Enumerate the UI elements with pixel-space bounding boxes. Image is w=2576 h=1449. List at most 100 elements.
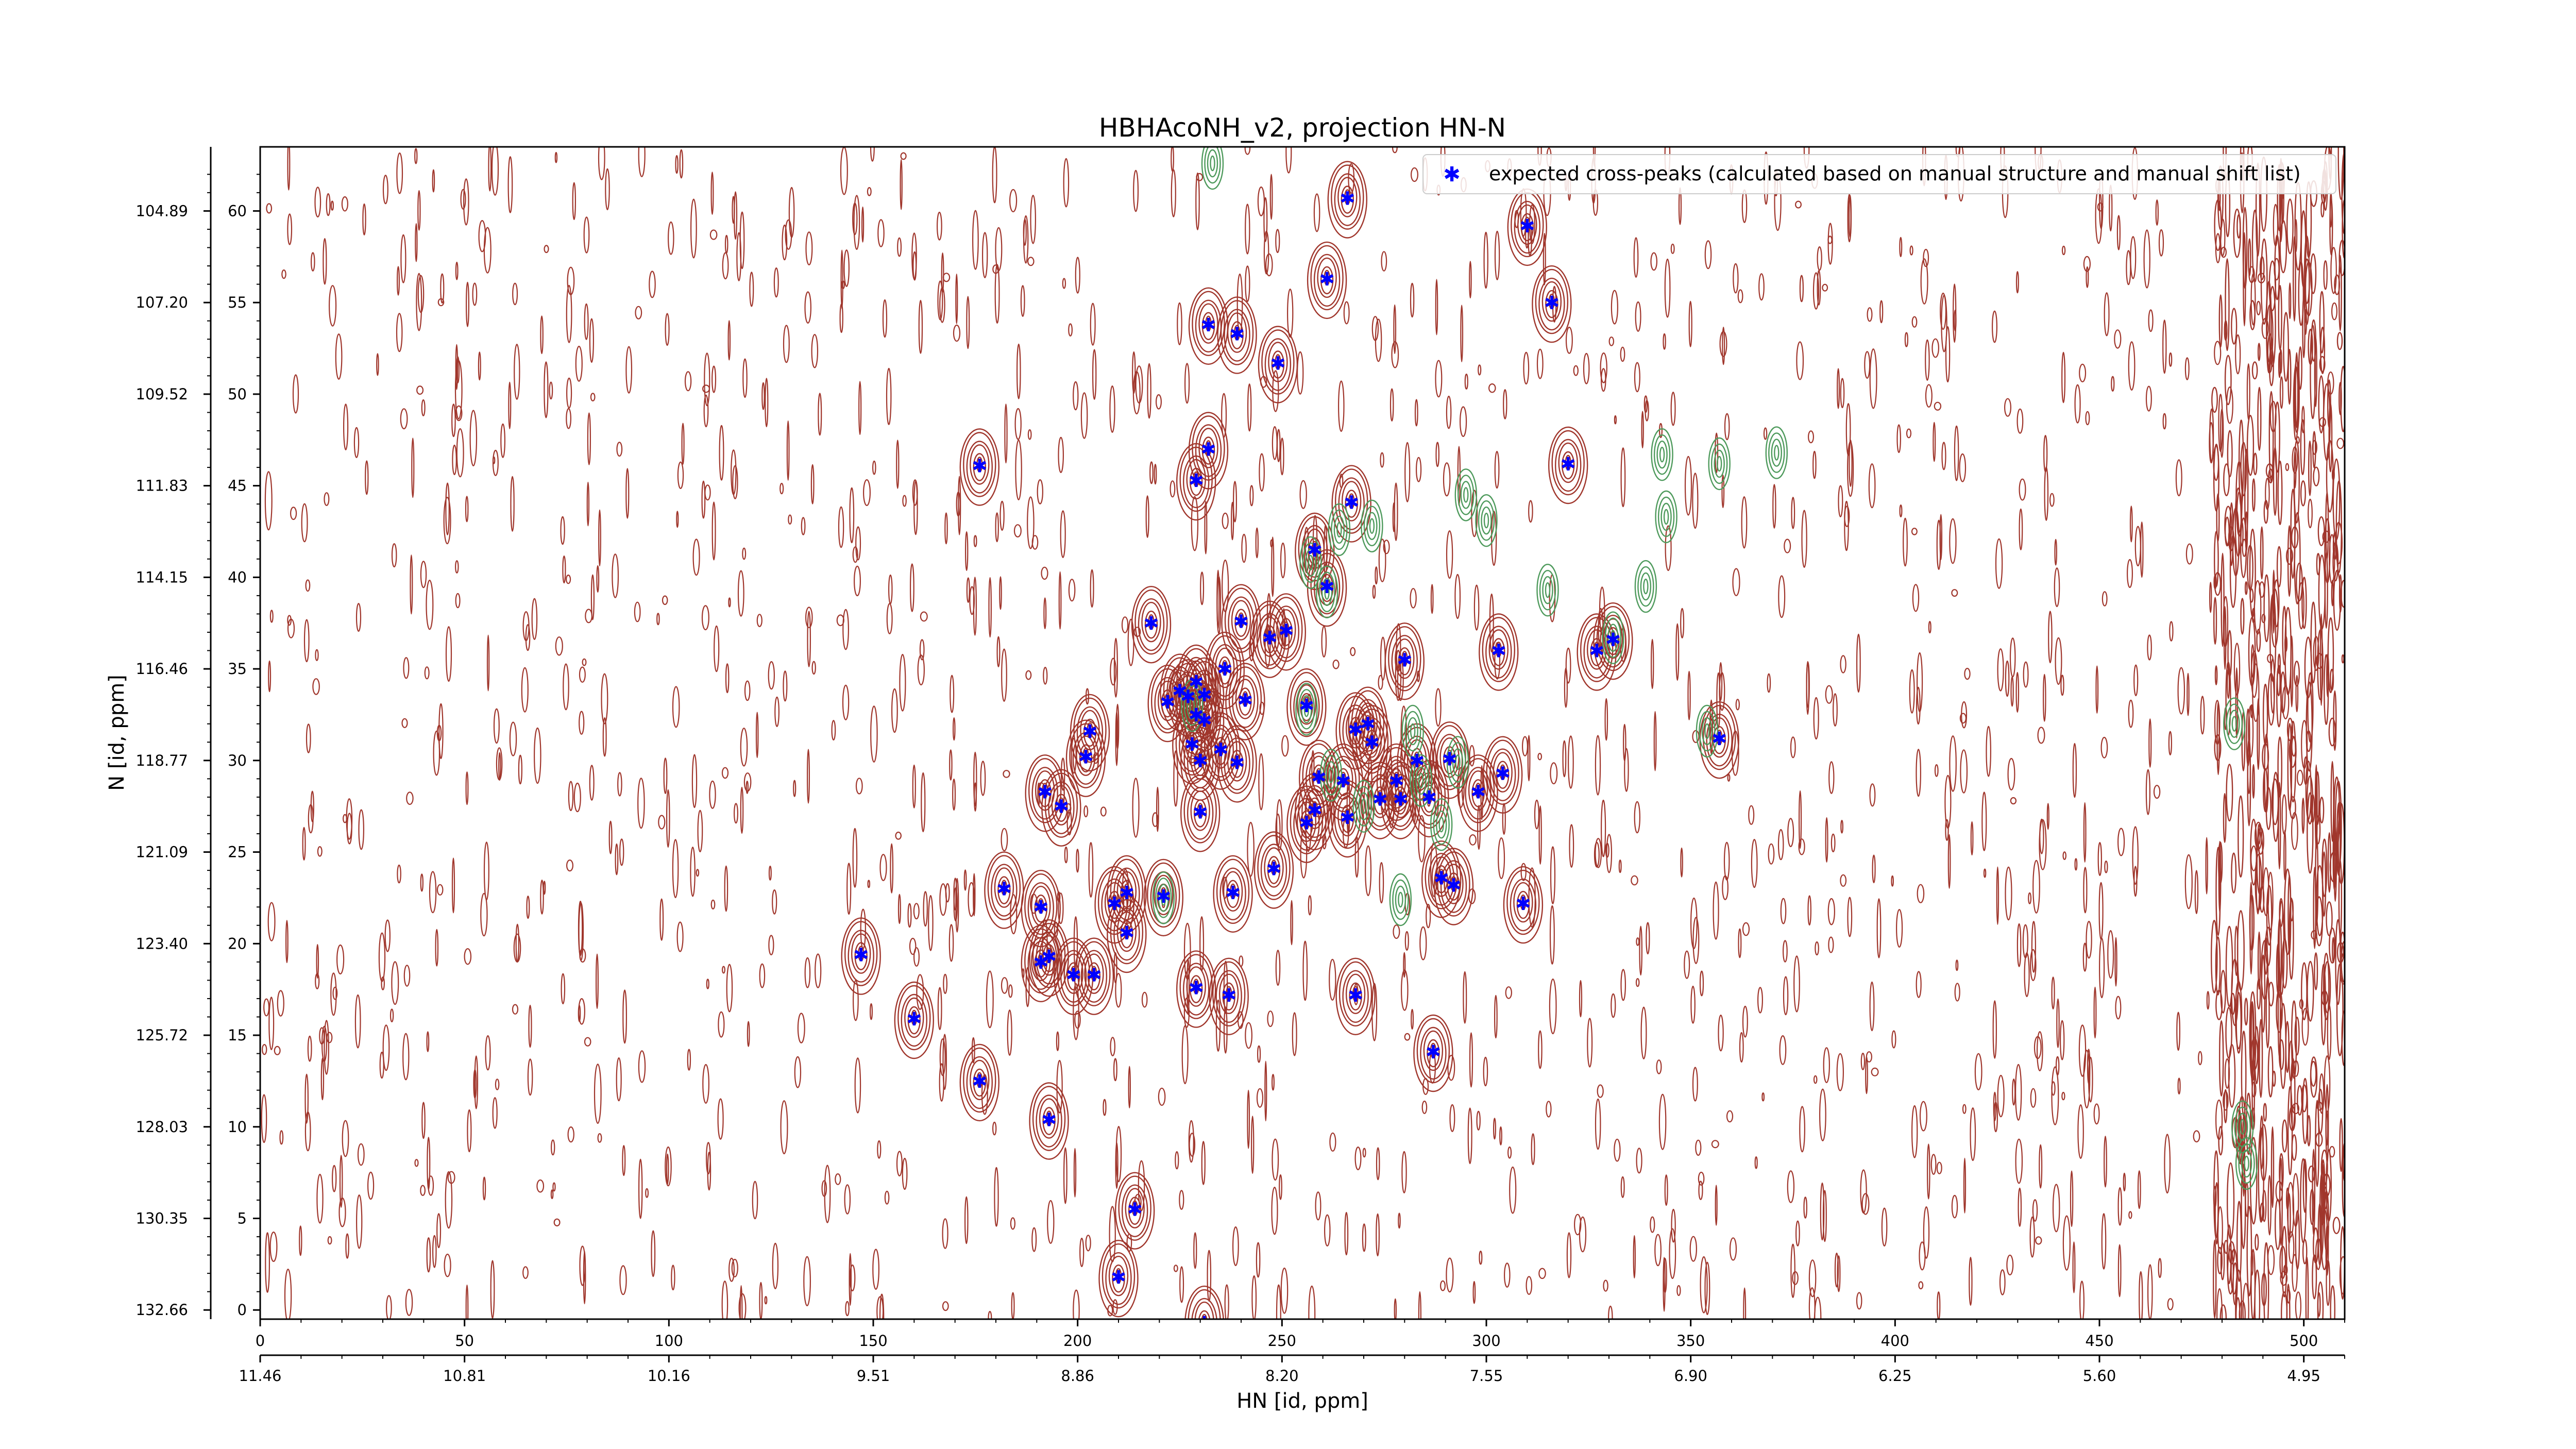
y-tick-label: 40: [228, 568, 247, 586]
cross-peak-marker: ✱: [1409, 751, 1425, 772]
cross-peak-marker: ✱: [1589, 641, 1604, 662]
cross-peak-marker: ✱: [972, 1071, 987, 1092]
cross-peak-marker: ✱: [1143, 613, 1159, 634]
cross-peak-marker: ✱: [1119, 883, 1134, 904]
cross-peak-marker: ✱: [1307, 540, 1323, 561]
cross-peak-marker: ✱: [1200, 315, 1216, 336]
y-ppm-label: 104.89: [136, 202, 188, 220]
cross-peak-marker: ✱: [1119, 923, 1134, 944]
cross-peak-marker: ✱: [853, 945, 869, 966]
cross-peak-marker: ✱: [1319, 269, 1335, 290]
cross-peak-marker: ✱: [1278, 620, 1294, 642]
cross-peak-marker: ✱: [1372, 789, 1388, 811]
cross-peak-marker: ✱: [1348, 719, 1363, 740]
x-tick-label: 300: [1472, 1332, 1500, 1350]
cross-peak-marker: ✱: [1229, 752, 1245, 773]
cross-peak-marker: ✱: [1335, 771, 1351, 792]
cross-peak-marker: ✱: [1360, 714, 1376, 735]
y-ppm-label: 118.77: [136, 752, 188, 769]
cross-peak-marker: ✱: [1078, 747, 1093, 768]
cross-peak-marker: ✱: [1340, 189, 1355, 210]
cross-peak-marker: ✱: [1491, 641, 1506, 662]
cross-peak-marker: ✱: [1160, 692, 1175, 713]
y-tick-label: 10: [228, 1118, 247, 1136]
y-ppm-label: 109.52: [136, 385, 188, 403]
ppm-tick-label: 6.25: [1878, 1367, 1912, 1385]
cross-peak-marker: ✱: [1266, 859, 1281, 880]
cross-peak-marker: ✱: [1172, 681, 1188, 702]
y-ppm-label: 130.35: [136, 1209, 188, 1227]
y-ppm-label: 125.72: [136, 1026, 188, 1044]
cross-peak-marker: ✱: [1197, 685, 1212, 706]
cross-peak-marker: ✱: [1561, 454, 1576, 475]
cross-peak-marker: ✱: [1446, 875, 1461, 897]
x-tick-label: 50: [455, 1332, 474, 1350]
x-axis-index-ticks: 0 50 100 150 200 250 300 350 400 450 500: [256, 1319, 2345, 1350]
legend-marker-icon: ✱: [1443, 163, 1461, 187]
y-tick-label: 35: [228, 660, 247, 678]
y-axis: 0 132.66 5 130.35 10 128.03 15 125.72 20 123.40 25…: [136, 147, 260, 1319]
cross-peak-marker: ✱: [1421, 787, 1437, 808]
cross-peak-marker: ✱: [1189, 470, 1204, 492]
cross-peak-markers: ✱✱✱✱✱ ✱✱✱✱✱✱✱✱✱✱ ✱✱ ✱✱ ✱ ✱✱✱✱✱✱✱✱✱✱ ✱ ✱✱✱✱✱✱✱ ✱✱…: [853, 189, 1727, 1334]
y-ppm-label: 114.15: [136, 568, 188, 586]
cross-peak-marker: ✱: [1262, 628, 1277, 649]
cross-peak-marker: ✱: [1041, 947, 1057, 968]
legend-label: expected cross-peaks (calculated based o…: [1489, 162, 2301, 185]
cross-peak-marker: ✱: [1307, 800, 1323, 821]
y-ppm-label: 107.20: [136, 294, 188, 311]
cross-peak-marker: ✱: [1364, 732, 1380, 753]
cross-peak-marker: ✱: [1388, 771, 1404, 792]
plot-frame: [259, 146, 2346, 1320]
cross-peak-marker: ✱: [1495, 764, 1511, 785]
cross-peak-marker: ✱: [1041, 1110, 1057, 1131]
cross-peak-marker: ✱: [1238, 690, 1253, 712]
cross-peak-marker: ✱: [1434, 868, 1449, 889]
y-tick-label: 15: [228, 1026, 247, 1044]
y-axis-label: N [id, ppm]: [105, 675, 129, 791]
y-ppm-label: 132.66: [136, 1301, 188, 1319]
y-tick-label: 5: [238, 1209, 247, 1227]
cross-peak-marker: ✱: [1082, 721, 1097, 743]
cross-peak-marker: ✱: [1054, 797, 1069, 818]
x-tick-label: 200: [1063, 1332, 1092, 1350]
y-tick-label: 50: [228, 385, 247, 403]
ppm-tick-label: 7.55: [1470, 1367, 1503, 1385]
noise-contours: [261, 147, 2345, 1319]
ppm-tick-label: 9.51: [857, 1367, 890, 1385]
cross-peak-marker: ✱: [1197, 711, 1212, 732]
y-tick-label: 20: [228, 935, 247, 952]
cross-peak-marker: ✱: [1033, 897, 1048, 918]
cross-peak-marker: ✱: [1197, 1313, 1212, 1334]
cross-peak-marker: ✱: [1544, 293, 1560, 314]
cross-peak-marker: ✱: [1348, 985, 1363, 1006]
x-tick-label: 150: [859, 1332, 887, 1350]
x-axis-label: HN [id, ppm]: [1236, 1389, 1368, 1413]
y-tick-label: 25: [228, 844, 247, 861]
cross-peak-marker: ✱: [1213, 740, 1228, 761]
cross-peak-marker: ✱: [1225, 883, 1241, 904]
legend-box: [1422, 154, 2336, 194]
cross-peak-marker: ✱: [1270, 353, 1285, 375]
y-tick-label: 30: [228, 752, 247, 769]
y-tick-label: 0: [238, 1301, 247, 1319]
cross-peak-marker: ✱: [1340, 807, 1355, 829]
cross-peak-marker: ✱: [1344, 493, 1359, 514]
ppm-tick-label: 11.46: [239, 1367, 281, 1385]
cross-peak-marker: ✱: [1393, 789, 1408, 811]
ppm-tick-label: 6.90: [1674, 1367, 1707, 1385]
x-tick-label: 450: [2085, 1332, 2113, 1350]
chart-title: HBHAcoNH_v2, projection HN-N: [1099, 113, 1506, 143]
ppm-tick-label: 10.81: [443, 1367, 486, 1385]
x-tick-label: 400: [1881, 1332, 1909, 1350]
peak-contours: [841, 161, 1739, 1319]
cross-peak-marker: ✱: [1426, 1042, 1441, 1063]
y-tick-label: 55: [228, 294, 247, 311]
ppm-tick-label: 8.20: [1265, 1367, 1299, 1385]
cross-peak-marker: ✱: [1221, 985, 1236, 1006]
cross-peak-marker: ✱: [1605, 630, 1621, 651]
cross-peak-marker: ✱: [1193, 802, 1208, 823]
ppm-tick-label: 5.60: [2083, 1367, 2116, 1385]
